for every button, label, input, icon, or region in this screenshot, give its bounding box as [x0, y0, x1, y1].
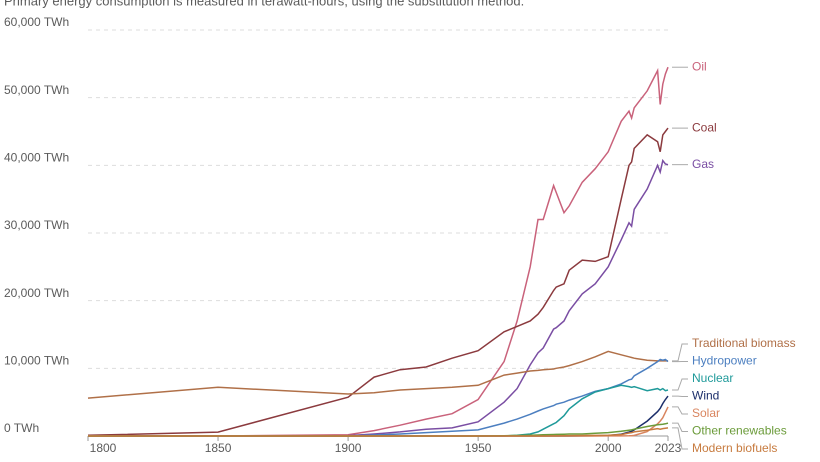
series-label: Wind [692, 389, 719, 403]
series-line [88, 358, 669, 437]
y-tick-label: 0 TWh [4, 421, 39, 435]
chart-subtitle: Primary energy consumption is measured i… [4, 0, 524, 8]
label-connector [672, 343, 688, 362]
series-label: Solar [692, 406, 720, 420]
series-line [88, 158, 669, 437]
series-line [88, 427, 669, 437]
series-line [88, 406, 669, 437]
series-label: Other renewables [692, 424, 787, 438]
label-connector [672, 427, 688, 450]
series-label: Oil [692, 59, 707, 73]
y-tick-label: 20,000 TWh [4, 286, 69, 300]
series-line [88, 66, 669, 437]
x-tick-label: 1950 [465, 441, 492, 455]
x-tick-label: 1900 [335, 441, 362, 455]
x-tick-label: 1850 [205, 441, 232, 455]
series-line [87, 127, 669, 437]
label-connector [672, 422, 688, 432]
series-label: Traditional biomass [692, 336, 796, 350]
series-line [87, 350, 668, 399]
x-tick-label: 1800 [90, 441, 117, 455]
series-label: Nuclear [692, 371, 733, 385]
y-tick-label: 30,000 TWh [4, 218, 69, 232]
y-tick-label: 50,000 TWh [4, 83, 69, 97]
y-tick-label: 60,000 TWh [4, 15, 69, 29]
y-tick-label: 10,000 TWh [4, 354, 69, 368]
x-tick-label: 2000 [595, 441, 622, 455]
label-connector [672, 406, 688, 415]
x-tick-label: 2023 [655, 441, 682, 455]
label-connector [672, 378, 688, 391]
series-label: Hydropower [692, 354, 757, 368]
series-label: Coal [692, 120, 717, 134]
series-label: Modern biofuels [692, 441, 777, 455]
y-tick-label: 40,000 TWh [4, 151, 69, 165]
series-label: Gas [692, 157, 714, 171]
